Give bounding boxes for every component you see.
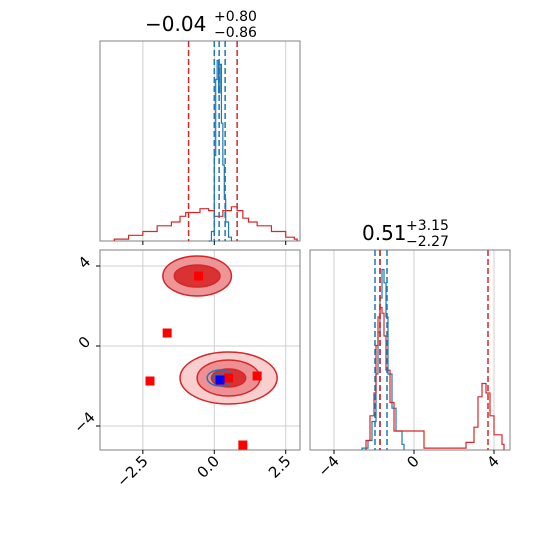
panel-joint-frame bbox=[99, 249, 301, 451]
histogram-series-0 bbox=[208, 59, 233, 242]
tick-label-joint-y-0: −4 bbox=[70, 408, 98, 436]
marker-point-2 bbox=[145, 376, 155, 386]
panel-marginal-x bbox=[99, 40, 301, 242]
panel-marginal-y bbox=[309, 249, 511, 451]
tick-label-marginal-y-0: −4 bbox=[314, 452, 342, 480]
title-bottom-right-sub: −2.27 bbox=[406, 234, 449, 250]
panel-joint bbox=[99, 249, 301, 451]
tick-label-joint-y-2: 4 bbox=[75, 253, 94, 272]
title-top-left: −0.04 +0.80 −0.86 bbox=[145, 9, 257, 41]
title-bottom-right-value: 0.51 bbox=[362, 221, 407, 245]
histogram-series-1 bbox=[365, 306, 505, 450]
tick-label-marginal-y-1: 0 bbox=[403, 452, 422, 471]
marker-point-1 bbox=[162, 328, 172, 338]
title-top-left-sup: +0.80 bbox=[214, 9, 257, 25]
marker-point-3 bbox=[224, 373, 234, 383]
marker-point-5 bbox=[238, 440, 248, 450]
tick-labels: −2.5 0.0 2.5 −4 0 4 −4 0 4 bbox=[70, 241, 503, 491]
marker-point-6 bbox=[215, 375, 225, 385]
title-top-left-sub: −0.86 bbox=[214, 25, 257, 41]
title-bottom-right: 0.51 +3.15 −2.27 bbox=[362, 218, 449, 250]
panel-marginal-x-frame bbox=[99, 40, 301, 242]
tick-label-marginal-y-2: 4 bbox=[483, 452, 502, 471]
tick-label-joint-x-0: −2.5 bbox=[113, 452, 151, 490]
title-bottom-right-sup: +3.15 bbox=[406, 218, 449, 234]
tick-label-joint-x-2: 2.5 bbox=[265, 452, 295, 482]
histogram-series-1 bbox=[113, 206, 298, 241]
histogram-series-0 bbox=[361, 268, 405, 450]
tick-label-joint-x-1: 0.0 bbox=[194, 452, 224, 482]
title-top-left-value: −0.04 bbox=[145, 12, 206, 36]
marker-point-4 bbox=[252, 371, 262, 381]
marker-point-0 bbox=[194, 271, 204, 281]
tick-label-joint-y-1: 0 bbox=[75, 333, 94, 352]
panel-marginal-y-frame bbox=[309, 249, 511, 451]
